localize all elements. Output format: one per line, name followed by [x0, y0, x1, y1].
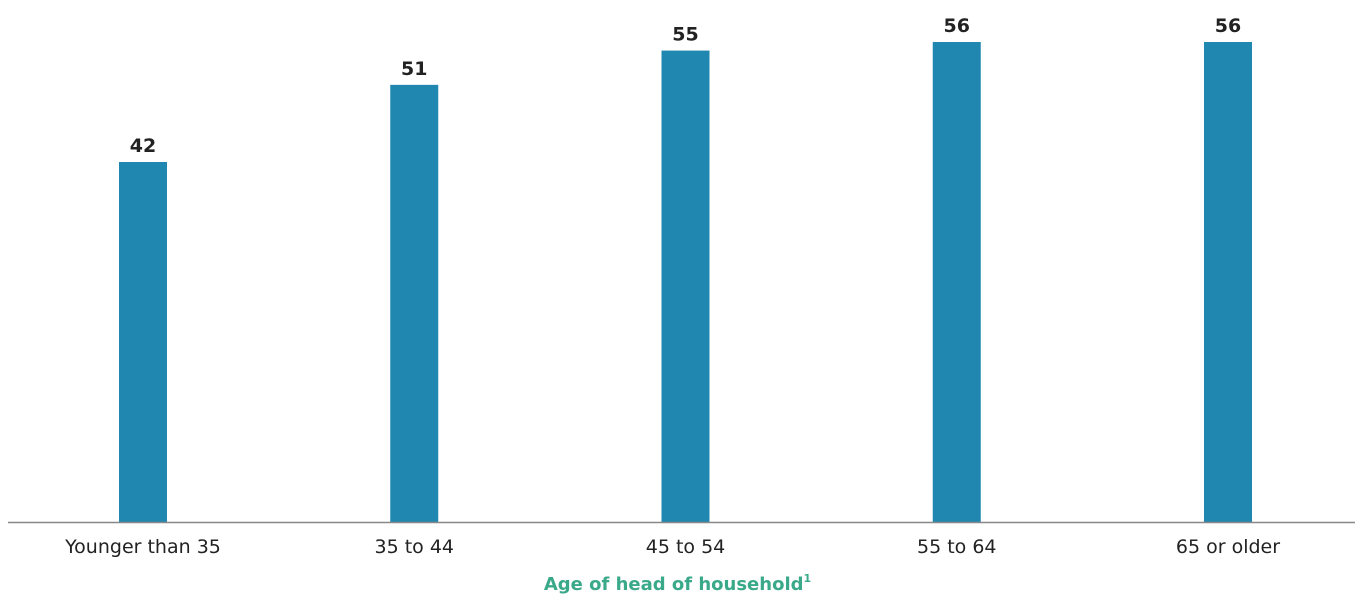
category-label-0: Younger than 35: [64, 536, 221, 558]
bar-3: [933, 42, 981, 522]
value-label-0: 42: [130, 135, 156, 157]
bar-2: [662, 51, 710, 522]
x-axis-title-text: Age of head of household: [544, 574, 804, 595]
category-labels-group: Younger than 35 35 to 44 45 to 54 55 to 64 6…: [64, 536, 1280, 558]
bar-0: [119, 162, 167, 522]
x-axis-title: Age of head of household1: [0, 573, 1355, 595]
bar-1: [390, 85, 438, 522]
value-label-3: 56: [944, 15, 970, 37]
x-axis-title-footnote: 1: [804, 572, 812, 585]
value-label-1: 51: [401, 58, 427, 80]
value-label-2: 55: [672, 24, 698, 46]
category-label-1: 35 to 44: [374, 536, 454, 558]
bar-4: [1204, 42, 1252, 522]
category-label-4: 65 or older: [1176, 536, 1280, 558]
category-label-2: 45 to 54: [646, 536, 726, 558]
bars-group: [119, 42, 1252, 522]
value-label-4: 56: [1215, 15, 1241, 37]
category-label-3: 55 to 64: [917, 536, 997, 558]
